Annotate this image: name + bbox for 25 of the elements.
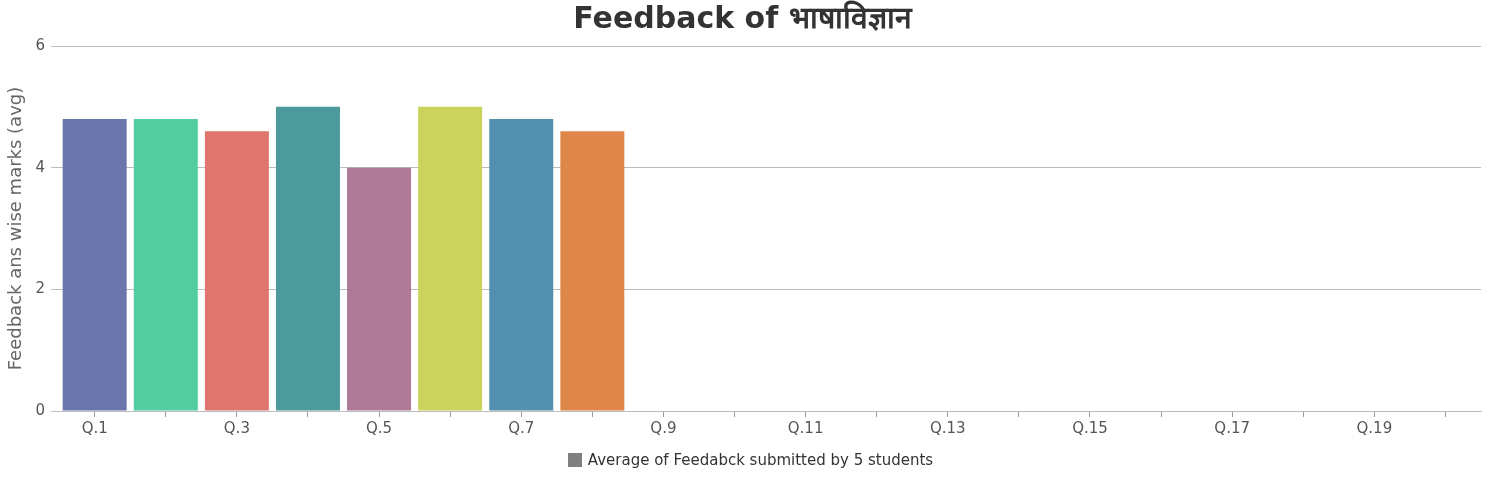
bar xyxy=(418,106,483,411)
bar xyxy=(62,119,127,411)
bar xyxy=(489,119,554,411)
x-tick-label: Q.11 xyxy=(787,418,824,437)
chart-title: Feedback of भाषाविज्ञान xyxy=(573,0,913,35)
bar xyxy=(560,131,625,411)
y-axis-title: Feedback ans wise marks (avg) xyxy=(4,86,26,371)
bar xyxy=(275,106,340,411)
bar xyxy=(347,167,412,411)
bar xyxy=(133,119,198,411)
x-tick-label: Q.17 xyxy=(1214,418,1251,437)
x-tick-label: Q.9 xyxy=(650,418,677,437)
text: Average of Feedabck submitted by 5 students xyxy=(587,451,934,469)
x-tick-label: Q.15 xyxy=(1072,418,1108,437)
x-tick-label: Q.13 xyxy=(929,418,966,437)
y-tick-label: 4 xyxy=(35,157,46,176)
x-tick-label: Q.1 xyxy=(81,418,108,437)
bar xyxy=(204,131,269,411)
x-tick-label: Q.3 xyxy=(223,418,250,437)
x-tick-label: Q.7 xyxy=(508,418,535,437)
x-tick-label: Q.5 xyxy=(366,418,393,437)
y-tick-label: 6 xyxy=(35,35,46,54)
y-tick-label: 0 xyxy=(35,400,46,419)
y-tick-label: 2 xyxy=(35,279,46,298)
x-tick-label: Q.19 xyxy=(1356,418,1393,437)
